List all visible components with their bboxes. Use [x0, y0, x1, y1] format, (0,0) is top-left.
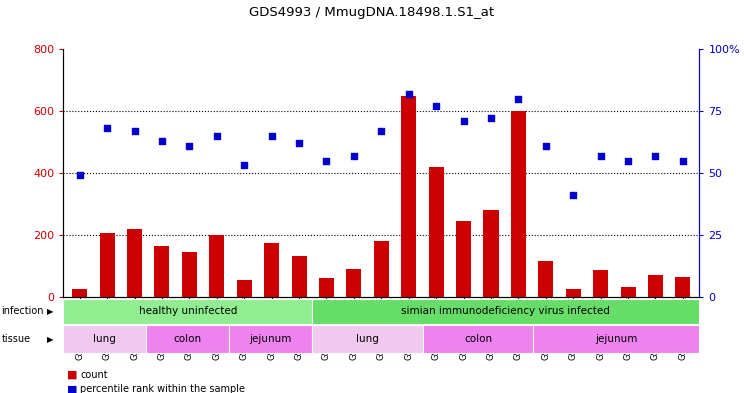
Bar	[182, 252, 197, 297]
Text: tissue: tissue	[1, 334, 31, 344]
Point	[540, 143, 552, 149]
Point	[513, 95, 525, 102]
Point	[238, 162, 250, 169]
Point	[74, 172, 86, 178]
Bar	[620, 287, 635, 297]
Text: ▶: ▶	[47, 335, 54, 343]
Point	[650, 152, 661, 159]
Point	[156, 138, 168, 144]
Text: ▶: ▶	[47, 307, 54, 316]
Text: colon: colon	[173, 334, 202, 344]
Text: jejunum: jejunum	[595, 334, 638, 344]
Text: ■: ■	[67, 384, 77, 393]
Bar	[155, 246, 170, 297]
Point	[485, 115, 497, 121]
Text: ■: ■	[67, 369, 77, 380]
Point	[375, 128, 387, 134]
Bar	[484, 210, 498, 297]
Point	[403, 90, 414, 97]
Text: lung: lung	[93, 334, 116, 344]
Bar	[264, 242, 279, 297]
Bar	[347, 269, 362, 297]
Text: simian immunodeficiency virus infected: simian immunodeficiency virus infected	[401, 307, 610, 316]
Bar	[72, 289, 87, 297]
Bar	[429, 167, 443, 297]
Bar	[292, 257, 307, 297]
Bar	[209, 235, 225, 297]
Point	[622, 157, 634, 163]
Text: jejunum: jejunum	[249, 334, 292, 344]
Bar	[100, 233, 115, 297]
Bar	[676, 277, 690, 297]
Point	[184, 143, 196, 149]
Bar	[648, 275, 663, 297]
Point	[321, 157, 333, 163]
Bar	[127, 229, 142, 297]
Point	[293, 140, 305, 146]
Point	[567, 192, 579, 198]
Point	[348, 152, 360, 159]
Bar	[565, 289, 581, 297]
Text: colon: colon	[464, 334, 493, 344]
Point	[677, 157, 689, 163]
Bar	[593, 270, 608, 297]
Bar	[373, 241, 389, 297]
Text: percentile rank within the sample: percentile rank within the sample	[80, 384, 246, 393]
Bar	[319, 278, 334, 297]
Text: GDS4993 / MmugDNA.18498.1.S1_at: GDS4993 / MmugDNA.18498.1.S1_at	[249, 6, 495, 19]
Point	[266, 132, 278, 139]
Point	[458, 118, 469, 124]
Point	[594, 152, 606, 159]
Bar	[538, 261, 554, 297]
Bar	[456, 221, 471, 297]
Bar	[237, 280, 251, 297]
Text: healthy uninfected: healthy uninfected	[138, 307, 237, 316]
Point	[211, 132, 222, 139]
Bar	[511, 111, 526, 297]
Point	[430, 103, 442, 109]
Point	[129, 128, 141, 134]
Point	[101, 125, 113, 132]
Text: count: count	[80, 369, 108, 380]
Text: lung: lung	[356, 334, 379, 344]
Text: infection: infection	[1, 307, 44, 316]
Bar	[401, 95, 416, 297]
